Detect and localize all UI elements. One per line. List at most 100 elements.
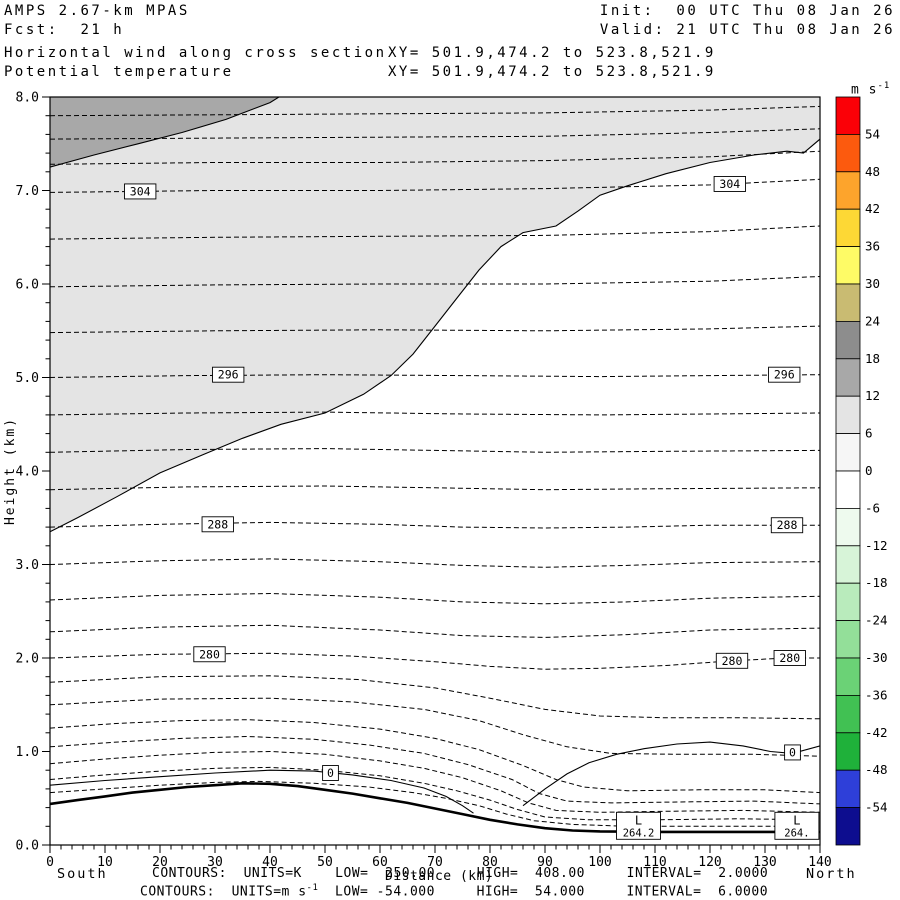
forecast-hour-label: Fcst: 21 h xyxy=(4,22,125,38)
x-tick-label: 50 xyxy=(317,855,333,870)
theta-contour-274 xyxy=(50,719,820,794)
plot-area xyxy=(50,97,820,834)
contour-label-box xyxy=(770,517,804,534)
contour-label: 280 xyxy=(199,647,220,661)
y-tick-label: 5.0 xyxy=(16,371,39,386)
y-tick-label: 2.0 xyxy=(16,652,39,667)
colorbar-tick-label: 24 xyxy=(865,313,880,328)
contour-label-box xyxy=(201,516,234,533)
x-tick-label: 20 xyxy=(152,855,168,870)
x-tick-label: 110 xyxy=(643,855,666,870)
colorbar-tick-label: -48 xyxy=(865,762,888,777)
x-tick-label: 140 xyxy=(808,855,831,870)
low-marker-box xyxy=(616,811,661,840)
contour-label-box xyxy=(768,366,801,383)
y-tick-label: 6.0 xyxy=(16,278,39,293)
colorbar-cell xyxy=(835,695,861,734)
contour-label: 304 xyxy=(130,184,151,198)
contour-legend-wind: CONTOURS: UNITS=m s-1 LOW= -54.000 HIGH=… xyxy=(140,883,769,900)
theta-contour-310 xyxy=(50,105,820,117)
colorbar-tick-label: -18 xyxy=(865,575,888,590)
contour-label: 0 xyxy=(327,766,334,780)
theta-contour-268 xyxy=(50,766,820,821)
x-tick-label: 70 xyxy=(427,855,443,870)
theta-contour-272 xyxy=(50,735,820,805)
init-time-label: Init: 00 UTC Thu 08 Jan 26 xyxy=(599,3,895,19)
contour-label: 288 xyxy=(777,518,798,532)
y-tick-label: 4.0 xyxy=(16,465,39,480)
x-tick-label: 90 xyxy=(537,855,553,870)
low-marker-value: 264.2 xyxy=(623,827,655,839)
contour-label-box xyxy=(715,652,749,669)
contour-label: 296 xyxy=(218,368,239,382)
colorbar-cell xyxy=(835,620,861,659)
x-tick-label: 10 xyxy=(97,855,113,870)
colorbar-tick-label: -36 xyxy=(865,687,888,702)
contour-label: 288 xyxy=(207,517,228,531)
colorbar-tick-label: -42 xyxy=(865,725,888,740)
contour-label-box xyxy=(784,744,801,761)
x-tick-label: 80 xyxy=(482,855,498,870)
theta-contour-290 xyxy=(50,485,820,491)
x-tick-label: 100 xyxy=(588,855,611,870)
colorbar-cell xyxy=(835,171,861,210)
colorbar-tick-label: -12 xyxy=(865,538,888,553)
wind-contour-12 xyxy=(50,97,281,168)
theta-contour-284 xyxy=(50,592,820,605)
y-tick-label: 7.0 xyxy=(16,184,39,199)
contour-label: 304 xyxy=(719,177,740,191)
x-tick-label: 130 xyxy=(753,855,776,870)
theta-contour-286 xyxy=(50,558,820,568)
wind-contour-0 xyxy=(522,741,820,807)
contour-label-box xyxy=(124,183,157,200)
low-marker-symbol: L xyxy=(635,813,642,827)
contour-label-box xyxy=(713,176,746,192)
colorbar-cell xyxy=(835,582,861,622)
field1-xy-range: XY= 501.9,474.2 to 523.8,521.9 xyxy=(388,45,716,61)
theta-contour-266 xyxy=(50,780,820,827)
colorbar-tick-label: 6 xyxy=(865,426,873,441)
theta-contour-280 xyxy=(50,652,820,670)
colorbar-tick-label: 54 xyxy=(865,126,880,141)
contour-label: 280 xyxy=(779,651,800,665)
field2-title: Potential temperature xyxy=(4,64,234,80)
colorbar-cell xyxy=(835,807,861,846)
x-tick-label: 30 xyxy=(207,855,223,870)
colorbar-cell xyxy=(835,208,861,247)
colorbar-tick-label: -24 xyxy=(865,613,888,628)
wind-contour-0 xyxy=(50,769,474,814)
north-label: North xyxy=(806,866,857,882)
x-tick-label: 40 xyxy=(262,855,278,870)
low-marker-symbol: L xyxy=(793,813,800,827)
colorbar-tick-label: 18 xyxy=(865,351,880,366)
theta-contour-276 xyxy=(50,697,820,757)
y-axis-title: Height (km) xyxy=(3,417,18,525)
valid-time-label: Valid: 21 UTC Thu 08 Jan 26 xyxy=(599,22,895,38)
x-axis-title: Distance (km) xyxy=(385,869,494,884)
contour-label: 0 xyxy=(789,745,796,759)
theta-contour-294 xyxy=(50,411,820,416)
contour-label-box xyxy=(212,366,245,383)
field2-xy-range: XY= 501.9,474.2 to 523.8,521.9 xyxy=(388,64,716,80)
colorbar-cell xyxy=(835,433,861,472)
theta-contour-278 xyxy=(50,675,820,720)
colorbar-tick-label: 12 xyxy=(865,388,880,403)
theta-contour-282 xyxy=(50,624,820,638)
colorbar-tick-label: 30 xyxy=(865,276,880,291)
contour-legend-theta: CONTOURS: UNITS=K LOW= 250.00 HIGH= 408.… xyxy=(152,866,769,881)
colorbar-tick-label: 36 xyxy=(865,239,880,254)
colorbar-cell xyxy=(835,246,861,285)
colorbar-tick-label: -30 xyxy=(865,650,888,665)
colorbar-cell xyxy=(835,470,861,509)
theta-contour-288 xyxy=(50,521,820,529)
low-marker-value: 264. xyxy=(784,827,809,839)
theta-contour-296 xyxy=(50,374,820,378)
surface-thick-line xyxy=(50,781,820,834)
colorbar-cell xyxy=(835,395,861,435)
contour-label-box xyxy=(322,765,339,781)
colorbar-tick-label: -54 xyxy=(865,800,888,815)
field1-title: Horizontal wind along cross section xyxy=(4,45,387,61)
y-tick-label: 8.0 xyxy=(16,91,39,106)
